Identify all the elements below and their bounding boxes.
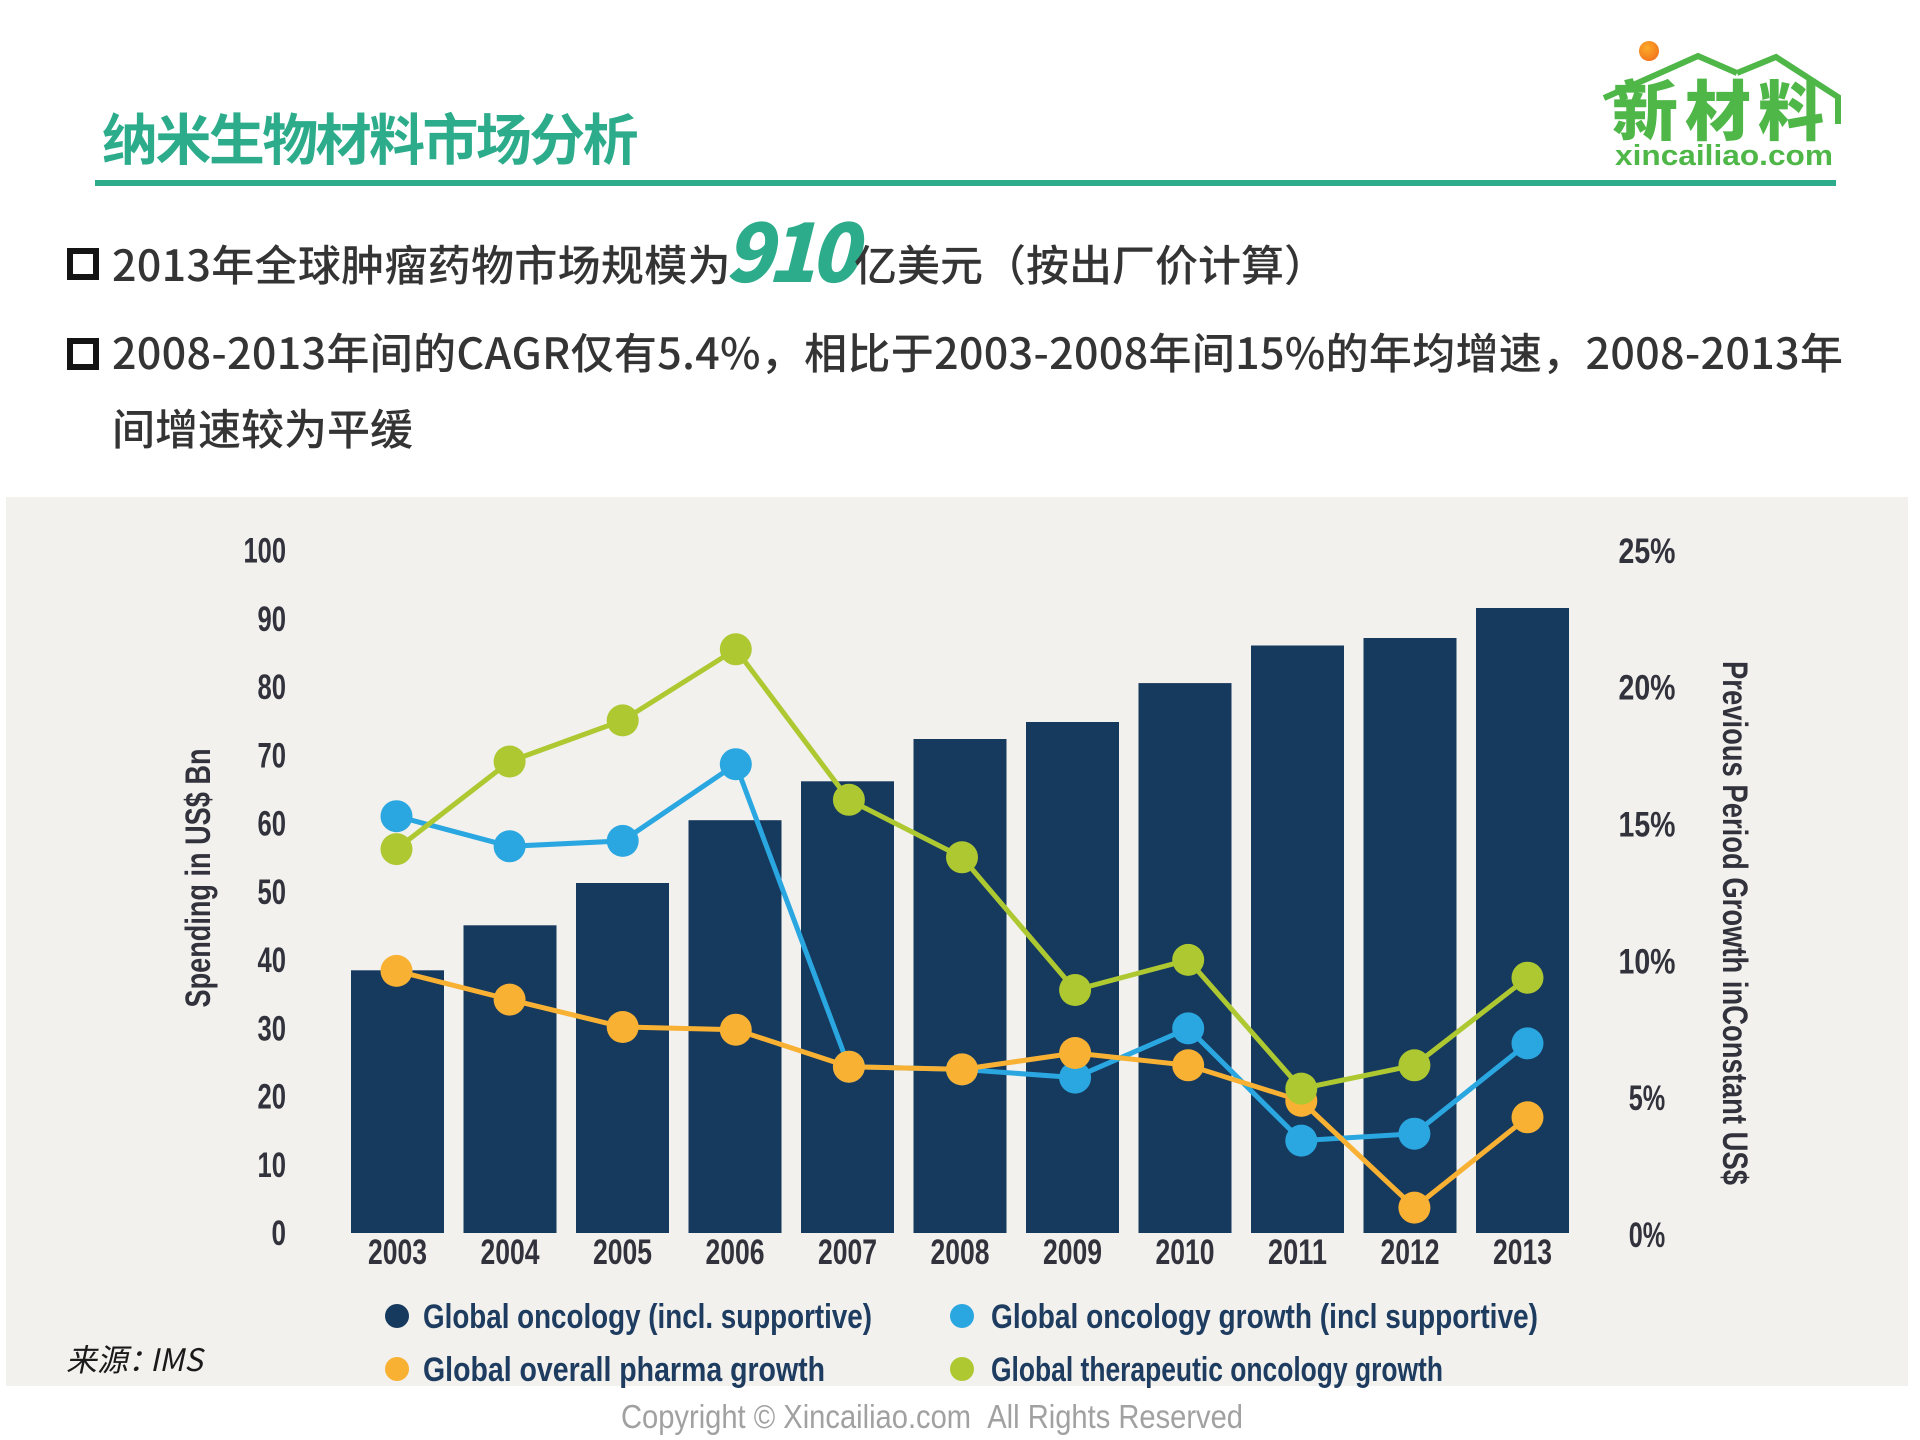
svg-text:20%: 20% [1619,669,1676,708]
svg-text:2005: 2005 [593,1233,652,1272]
svg-text:0%: 0% [1629,1216,1666,1255]
svg-text:2010: 2010 [1156,1233,1215,1272]
svg-text:50: 50 [258,873,287,912]
svg-text:Global oncology (incl. support: Global oncology (incl. supportive) [423,1298,872,1336]
svg-text:Global therapeutic oncology gr: Global therapeutic oncology growth [991,1351,1443,1389]
svg-text:0: 0 [272,1214,287,1253]
svg-text:Previous Period Growth inConst: Previous Period Growth inConstant US$ [1715,661,1754,1185]
svg-text:Copyright © Xincailiao.com Al: Copyright © Xincailiao.com All Rights Re… [621,1398,1243,1435]
svg-text:Spending in US$ Bn: Spending in US$ Bn [179,749,218,1008]
svg-text:90: 90 [258,600,287,639]
svg-text:20: 20 [258,1078,287,1117]
svg-text:2003: 2003 [368,1233,427,1272]
svg-text:Global oncology growth (incl s: Global oncology growth (incl supportive) [991,1298,1538,1336]
svg-text:2013: 2013 [1493,1233,1552,1272]
svg-text:2009: 2009 [1043,1233,1102,1272]
svg-text:xincailiao.com: xincailiao.com [1615,140,1833,172]
svg-text:2012: 2012 [1381,1233,1440,1272]
svg-text:10: 10 [258,1146,287,1185]
svg-text:2011: 2011 [1268,1233,1327,1272]
svg-text:5%: 5% [1629,1079,1666,1118]
svg-text:40: 40 [258,941,287,980]
svg-text:30: 30 [258,1009,287,1048]
svg-text:2006: 2006 [706,1233,765,1272]
svg-text:15%: 15% [1619,806,1676,845]
svg-text:25%: 25% [1619,532,1676,571]
svg-text:2007: 2007 [818,1233,877,1272]
svg-text:100: 100 [244,532,287,571]
svg-text:2008: 2008 [931,1233,990,1272]
svg-text:Global overall pharma growth: Global overall pharma growth [423,1351,825,1389]
svg-text:70: 70 [258,736,287,775]
svg-text:80: 80 [258,668,287,707]
svg-text:10%: 10% [1619,942,1676,981]
svg-text:2004: 2004 [481,1233,540,1272]
svg-text:60: 60 [258,805,287,844]
